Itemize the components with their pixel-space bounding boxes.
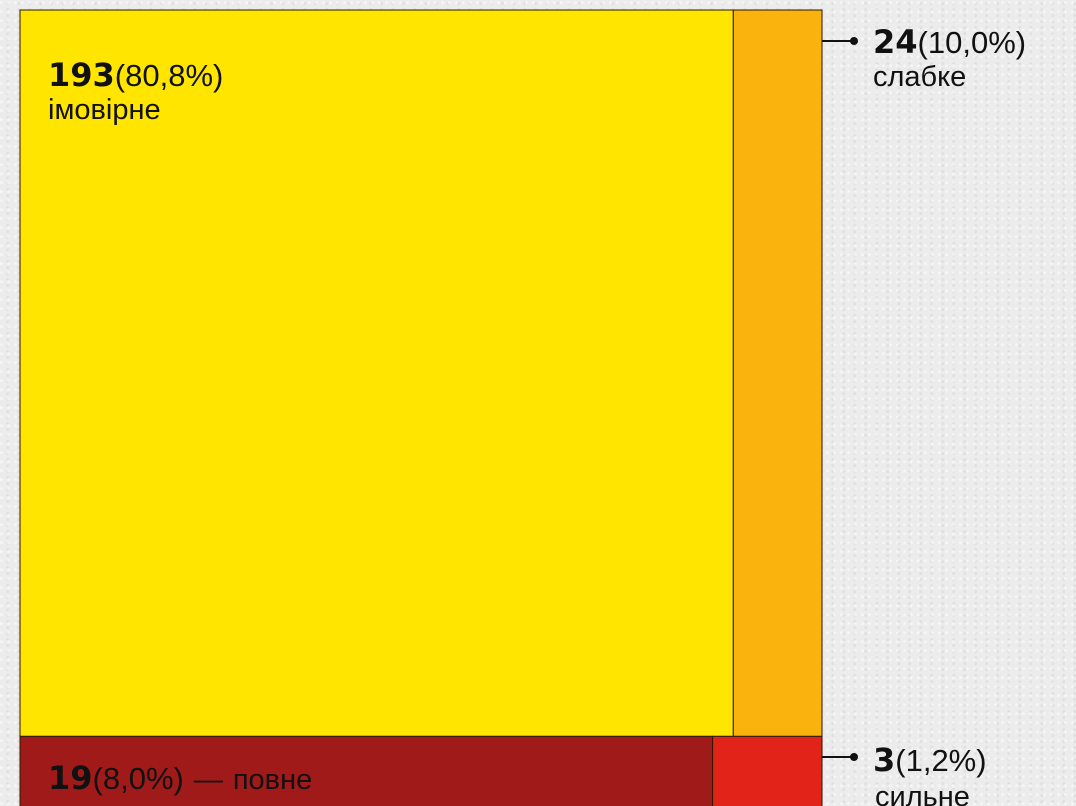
separator-povne: — — [194, 764, 223, 796]
label-slabke: 24(10,0%) — [873, 23, 1026, 61]
value-povne: 19 — [48, 759, 93, 797]
label-sylne: 3(1,2%) — [873, 741, 987, 779]
value-sylne: 3 — [873, 741, 895, 779]
leader-dot-slabke — [850, 37, 858, 45]
value-slabke: 24 — [873, 23, 918, 61]
treemap-cell-imovirne — [19, 9, 734, 737]
percent-imovirne: (80,8%) — [115, 58, 224, 93]
category-povne: повне — [233, 764, 312, 796]
category-imovirne: імовірне — [48, 94, 161, 126]
value-imovirne: 193 — [48, 56, 115, 94]
treemap-cell-sylne — [712, 735, 823, 806]
label-imovirne: 193(80,8%) — [48, 56, 223, 94]
treemap-cell-slabke — [732, 9, 823, 737]
category-slabke: слабке — [873, 61, 966, 93]
percent-sylne: (1,2%) — [895, 743, 986, 778]
percent-slabke: (10,0%) — [918, 25, 1027, 60]
category-sylne: сильне — [875, 781, 970, 806]
treemap-cell-povne — [19, 735, 714, 806]
percent-povne: (8,0%) — [93, 761, 184, 796]
label-povne: 19(8,0%) — повне — [48, 759, 312, 797]
leader-dot-sylne — [850, 753, 858, 761]
